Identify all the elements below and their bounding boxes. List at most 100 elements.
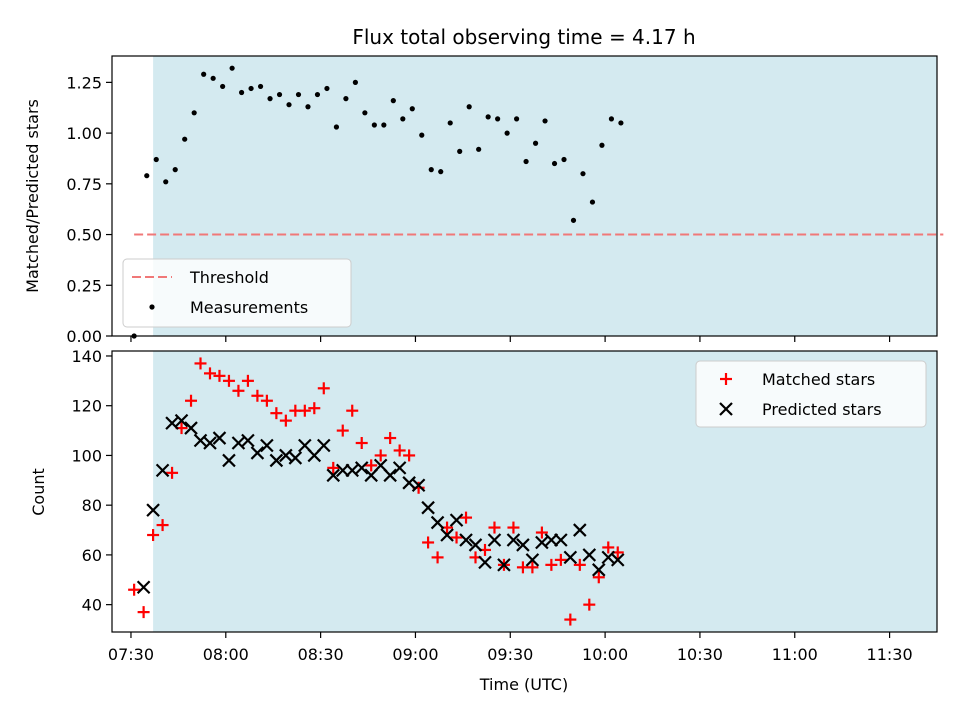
- predicted-point: [487, 533, 502, 547]
- predicted-point: [241, 433, 255, 448]
- x-tick-label: 08:00: [203, 645, 249, 664]
- measurement-point: [561, 156, 567, 163]
- top-panel: 0.00 0.25 0.50 0.75 1.00 1.25 Matched/Predict…: [23, 55, 944, 346]
- measurement-point: [333, 124, 340, 130]
- predicted-point: [563, 550, 578, 565]
- x-tick-label: 11:30: [867, 645, 913, 664]
- measurement-point: [428, 167, 434, 173]
- x-tick-label: 11:00: [772, 645, 818, 664]
- predicted-point: [430, 515, 445, 530]
- predicted-point: [250, 446, 265, 460]
- x-tick-label: 10:30: [677, 645, 723, 664]
- measurement-point: [153, 156, 159, 163]
- measurement-point: [513, 116, 520, 122]
- y-tick-label: 60: [82, 546, 102, 565]
- x-tick-label: 07:30: [108, 645, 154, 664]
- measurement-point: [352, 79, 358, 85]
- matched-point: [384, 432, 397, 445]
- predicted-point: [554, 533, 568, 547]
- matched-point: [573, 558, 586, 571]
- matched-point: [535, 526, 548, 539]
- matched-star-points: [128, 357, 624, 626]
- top-x-axis-ticks: [130, 336, 891, 342]
- predicted-point: [326, 468, 341, 483]
- matched-point: [232, 384, 245, 397]
- predicted-point: [212, 431, 227, 445]
- legend-measurements-swatch: [149, 304, 155, 310]
- predicted-point: [468, 538, 483, 552]
- matched-point: [602, 541, 615, 554]
- matched-point: [185, 394, 198, 407]
- measurement-point: [144, 173, 150, 179]
- measurement-point: [191, 110, 197, 116]
- measurement-point: [532, 140, 539, 146]
- measurement-point: [504, 130, 510, 136]
- matched-point: [545, 558, 558, 571]
- top-legend[interactable]: Threshold Measurements: [122, 258, 352, 328]
- matched-point: [583, 598, 596, 611]
- bottom-panel: 40 60 80 100 120 140 07:30 08:00 08:30 09:00 09:3…: [29, 347, 938, 694]
- predicted-point: [525, 553, 540, 567]
- measurement-point: [599, 142, 605, 148]
- predicted-point: [383, 468, 397, 483]
- predicted-point: [155, 463, 170, 478]
- measurement-point: [495, 116, 501, 122]
- matched-point: [213, 369, 226, 382]
- top-y-axis-label: Matched/Predicted stars: [23, 99, 42, 293]
- predicted-point: [269, 453, 284, 468]
- y-tick-label: 1.25: [66, 73, 102, 92]
- y-tick-label: 0.50: [66, 226, 102, 245]
- top-panel-frame: [111, 55, 938, 337]
- measurement-point: [589, 199, 596, 205]
- y-tick-label: 100: [71, 446, 102, 465]
- predicted-point: [288, 451, 303, 465]
- measurement-point: [229, 65, 235, 71]
- measurement-point: [305, 104, 311, 110]
- bottom-x-axis-ticks: 07:30 08:00 08:30 09:00 09:30 10:00 10:30 11:00…: [108, 632, 913, 664]
- matched-point: [317, 382, 330, 395]
- measurement-point: [248, 85, 254, 92]
- measurement-point: [608, 116, 615, 122]
- matched-point: [156, 519, 169, 532]
- matched-point: [251, 389, 264, 402]
- legend-predicted-swatch: [719, 402, 733, 416]
- y-tick-label: 0.25: [66, 276, 102, 295]
- y-tick-label: 0.00: [66, 327, 102, 346]
- matched-point: [554, 553, 567, 566]
- top-y-axis-ticks: 0.00 0.25 0.50 0.75 1.00 1.25: [66, 73, 112, 346]
- bottom-panel-frame: [111, 350, 938, 633]
- predicted-point: [146, 503, 160, 517]
- measurement-point: [314, 91, 321, 98]
- predicted-point: [506, 533, 521, 547]
- legend-matched-label: Matched stars: [762, 370, 875, 389]
- predicted-point: [411, 478, 426, 493]
- measurement-point: [551, 160, 558, 167]
- measurement-point: [419, 132, 425, 138]
- x-tick-label: 09:30: [487, 645, 533, 664]
- matched-point: [336, 424, 349, 437]
- matched-point: [203, 367, 216, 380]
- legend-predicted-label: Predicted stars: [762, 400, 882, 419]
- matched-point: [403, 449, 416, 462]
- predicted-point: [573, 523, 587, 537]
- matched-point: [194, 357, 207, 370]
- measurement-point: [201, 71, 207, 77]
- matched-point: [422, 536, 435, 549]
- predicted-point: [497, 558, 511, 572]
- matched-point: [355, 437, 368, 450]
- measurement-point: [210, 75, 216, 81]
- measurement-points: [131, 65, 624, 339]
- matched-point: [393, 444, 406, 457]
- matched-point: [166, 466, 179, 479]
- measurement-point: [172, 167, 178, 173]
- measurement-point: [220, 83, 226, 90]
- bottom-legend[interactable]: Matched stars Predicted stars: [695, 360, 927, 428]
- measurement-point: [324, 85, 330, 92]
- measurement-point: [447, 120, 453, 126]
- measurement-point: [343, 96, 349, 102]
- matched-point: [564, 613, 577, 626]
- matched-point: [241, 374, 254, 387]
- bottom-y-axis-ticks: 40 60 80 100 120 140: [71, 347, 112, 615]
- measurement-point: [390, 98, 396, 104]
